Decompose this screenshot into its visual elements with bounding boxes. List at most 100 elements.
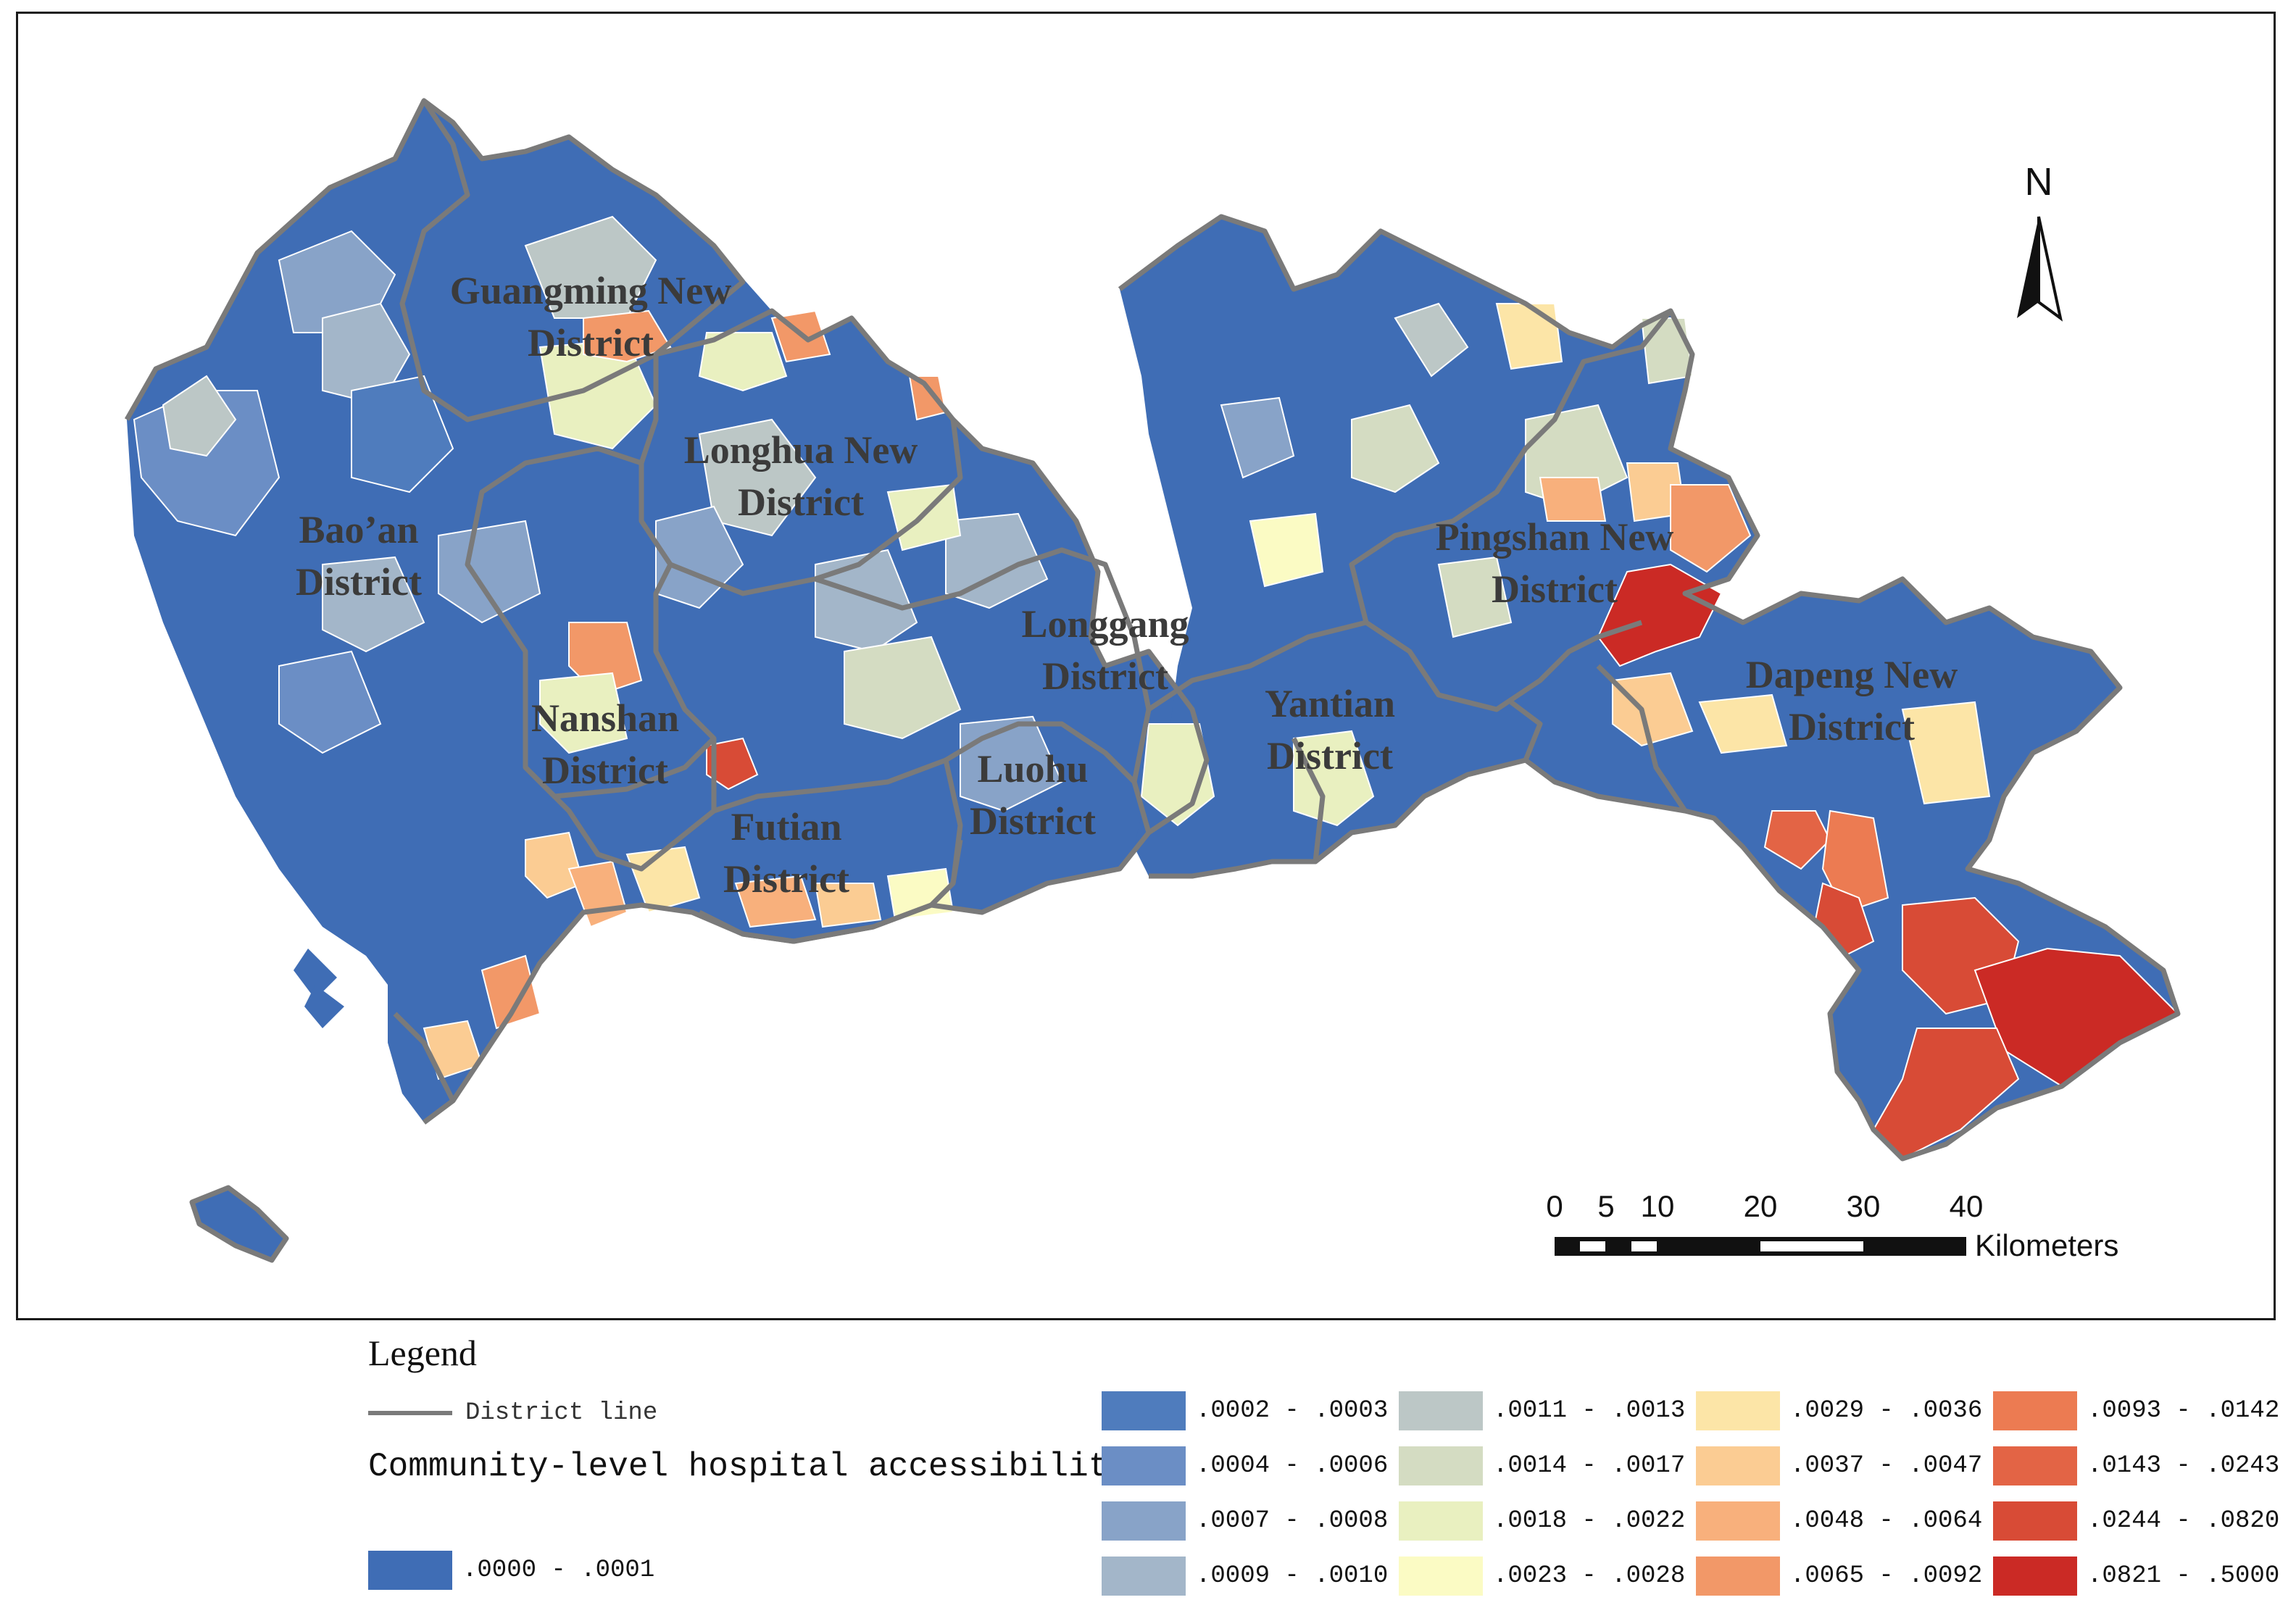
- legend-class-label: .0002 - .0003: [1196, 1397, 1389, 1425]
- patch: [1539, 477, 1607, 522]
- island-inner: [294, 949, 337, 999]
- scale-segment: [1760, 1241, 1863, 1251]
- scale-unit: Kilometers: [1975, 1228, 2118, 1262]
- patch: [1640, 317, 1694, 385]
- coast-outline: [124, 99, 2181, 1263]
- legend-swatch: [1399, 1557, 1483, 1596]
- coast-east: [1118, 214, 2181, 1162]
- patch: [525, 831, 585, 899]
- patch: [438, 520, 541, 624]
- legend-class: .0821 - .5000: [1993, 1557, 2279, 1596]
- patch: [706, 737, 759, 791]
- patch: [481, 954, 541, 1030]
- legend-class-label: .0037 - .0047: [1790, 1452, 1983, 1480]
- patch: [814, 883, 882, 928]
- district-boundary: [1291, 737, 1326, 862]
- legend-swatch: [368, 1551, 452, 1590]
- label-luohu: Luohu District: [970, 747, 1096, 843]
- patch: [1394, 302, 1469, 378]
- patch: [1220, 396, 1295, 479]
- legend-swatch: [1993, 1501, 2077, 1541]
- patch: [1293, 730, 1375, 827]
- district-boundary: [814, 547, 1152, 783]
- district-labels: Guangming New District Longhua New Distric…: [296, 269, 1958, 901]
- patch: [844, 636, 962, 740]
- label-guangming: Guangming New District: [450, 269, 732, 364]
- label-futian: Futian District: [723, 805, 849, 901]
- legend-class: .0093 - .0142: [1993, 1391, 2279, 1430]
- legend-class-label: .0093 - .0142: [2087, 1397, 2280, 1425]
- legend-class-label: .0821 - .5000: [2087, 1562, 2280, 1590]
- legend-class: .0018 - .0022: [1399, 1501, 1685, 1541]
- label-pingshan: Pingshan New District: [1436, 515, 1674, 611]
- scale-segment: [1631, 1241, 1657, 1251]
- patch: [886, 483, 962, 551]
- scale-tick-label: 30: [1847, 1189, 1881, 1223]
- legend-class: .0143 - .0243: [1993, 1446, 2279, 1485]
- legend-swatch: [1102, 1446, 1186, 1485]
- island-south: [192, 1188, 286, 1260]
- map-canvas: Guangming New District Longhua New Distric…: [124, 98, 2181, 1263]
- label-longhua: Longhua New District: [684, 428, 918, 524]
- legend-swatch: [1993, 1391, 2077, 1430]
- legend-class-label: .0004 - .0006: [1196, 1452, 1389, 1480]
- legend-class-label: .0029 - .0036: [1790, 1397, 1983, 1425]
- patch: [1249, 512, 1324, 588]
- district-line-label: District line: [465, 1399, 658, 1427]
- patch: [1901, 701, 1991, 805]
- patch: [162, 375, 237, 457]
- patch: [1437, 556, 1513, 638]
- legend-class-label: .0011 - .0013: [1493, 1397, 1686, 1425]
- legend-class-label: .0007 - .0008: [1196, 1507, 1389, 1535]
- patch: [322, 302, 411, 407]
- district-boundary: [950, 839, 963, 884]
- patch: [1821, 809, 1889, 914]
- legend-swatch: [1696, 1446, 1780, 1485]
- patch: [698, 332, 788, 392]
- legend-class-label: .0000 - .0001: [462, 1557, 655, 1584]
- legend-class: .0000 - .0001: [368, 1551, 654, 1590]
- legend-class: .0007 - .0008: [1102, 1501, 1388, 1541]
- legend-class: .0014 - .0017: [1399, 1446, 1685, 1485]
- legend-swatch: [1399, 1446, 1483, 1485]
- legend-class-label: .0014 - .0017: [1493, 1452, 1686, 1480]
- patch: [908, 375, 947, 421]
- patch: [1670, 484, 1752, 573]
- legend-class: .0065 - .0092: [1696, 1557, 1982, 1596]
- coast-island: [189, 1185, 289, 1263]
- patch: [1872, 1028, 2020, 1160]
- legend-swatch: [1102, 1501, 1186, 1541]
- district-boundary: [1349, 309, 1673, 623]
- legend-class: .0048 - .0064: [1696, 1501, 1982, 1541]
- district-lines: [393, 98, 1687, 1125]
- patch: [734, 875, 817, 928]
- district-boundary: [1596, 664, 1687, 812]
- legend-class: .0002 - .0003: [1102, 1391, 1388, 1430]
- legend-class: .0011 - .0013: [1399, 1391, 1685, 1430]
- scale-tick-label: 40: [1950, 1189, 1984, 1223]
- scale-bar: 0 5 10 20 30 40 Kilometers: [1546, 1189, 2118, 1262]
- legend-swatch: [1696, 1391, 1780, 1430]
- patch: [539, 672, 628, 754]
- legend-class: .0029 - .0036: [1696, 1391, 1982, 1430]
- district-boundary: [639, 308, 963, 596]
- legend-class-label: .0244 - .0820: [2087, 1507, 2280, 1535]
- district-boundary: [1509, 700, 1543, 762]
- legend-swatch: [1399, 1391, 1483, 1430]
- patch: [322, 556, 425, 653]
- scale-tick-label: 0: [1546, 1189, 1563, 1223]
- legend-swatch: [1993, 1446, 2077, 1485]
- label-dapeng: Dapeng New District: [1746, 653, 1958, 749]
- legend-class: .0004 - .0006: [1102, 1446, 1388, 1485]
- legend-swatch: [1696, 1501, 1780, 1541]
- legend-swatch: [1399, 1501, 1483, 1541]
- legend-class: .0023 - .0028: [1399, 1557, 1685, 1596]
- patch: [945, 512, 1049, 609]
- legend-swatch: [1696, 1557, 1780, 1596]
- scale-tick-label: 20: [1744, 1189, 1778, 1223]
- map-frame: Guangming New District Longhua New Distric…: [16, 12, 2276, 1320]
- label-yantian: Yantian District: [1265, 682, 1395, 778]
- scale-tick-label: 5: [1597, 1189, 1614, 1223]
- district-line-sample: [368, 1411, 452, 1415]
- legend-class-label: .0018 - .0022: [1493, 1507, 1686, 1535]
